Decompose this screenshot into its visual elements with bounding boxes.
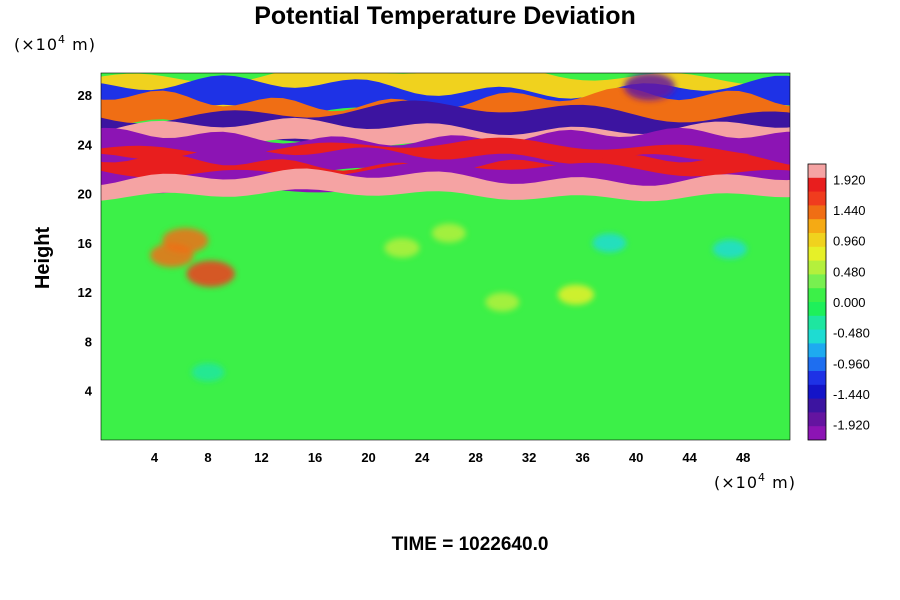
colorbar-swatch — [808, 246, 826, 262]
x-tick-label: 12 — [254, 450, 268, 465]
colorbar-swatch — [808, 357, 826, 372]
x-tick-label: 20 — [361, 450, 375, 465]
colorbar-tick-label: 1.440 — [833, 203, 866, 218]
colorbar-swatch — [808, 233, 826, 248]
x-tick-label: 32 — [522, 450, 536, 465]
colorbar-tick-labels: 1.920 1.440 0.960 0.480 0.000 -0.480 -0.960 -1.… — [833, 172, 870, 432]
y-tick-label: 24 — [78, 137, 93, 152]
colorbar-swatch — [808, 177, 826, 193]
colorbar: 1.920 1.440 0.960 0.480 0.000 -0.480 -0.960 -1.… — [807, 163, 870, 441]
y-axis-unit: (×104 m) — [14, 33, 96, 54]
colorbar-swatch — [808, 371, 826, 386]
blob — [592, 233, 627, 253]
blob — [150, 243, 194, 268]
colorbar-swatch — [808, 398, 826, 413]
colorbar-tick-label: 0.960 — [833, 234, 866, 249]
x-tick-label: 24 — [415, 450, 430, 465]
x-tick-label: 40 — [629, 450, 643, 465]
y-tick-label: 20 — [78, 187, 92, 202]
x-tick-label: 4 — [151, 450, 159, 465]
colorbar-tick-label: -0.480 — [833, 326, 870, 341]
blob — [712, 239, 747, 259]
disturbance-blobs — [150, 73, 747, 382]
x-tick-label: 16 — [308, 450, 322, 465]
colorbar-swatch — [808, 205, 826, 220]
x-tick-label: 48 — [736, 450, 750, 465]
colorbar-swatch — [808, 260, 826, 275]
x-tick-label: 8 — [204, 450, 211, 465]
blob — [191, 363, 225, 382]
blob — [557, 284, 595, 305]
blob — [384, 238, 420, 258]
colorbar-swatch — [808, 274, 826, 289]
colorbar-tick-label: -0.960 — [833, 356, 870, 371]
x-tick-label: 28 — [468, 450, 482, 465]
x-tick-labels: 4 8 12 16 20 24 28 32 36 40 44 48 — [151, 450, 751, 465]
x-axis-unit: (×104 m) — [714, 471, 796, 492]
blob — [485, 292, 520, 312]
band — [101, 168, 790, 202]
colorbar-swatch — [808, 302, 826, 317]
x-tick-label: 36 — [575, 450, 589, 465]
x-tick-label: 44 — [682, 450, 697, 465]
colorbar-tick-label: -1.440 — [833, 387, 870, 402]
colorbar-frame — [807, 163, 827, 441]
colorbar-tick-label: 1.920 — [833, 172, 866, 187]
colorbar-swatch — [808, 191, 826, 206]
blob — [186, 260, 235, 287]
colorbar-tick-label: 0.480 — [833, 264, 866, 279]
colorbar-swatch — [808, 288, 826, 303]
colorbar-swatch — [808, 426, 826, 440]
heatmap-plot — [101, 73, 790, 440]
stratified-bands — [101, 73, 790, 202]
y-tick-label: 12 — [78, 285, 92, 300]
colorbar-swatch — [808, 329, 826, 344]
y-tick-label: 28 — [78, 88, 92, 103]
colorbar-swatch — [808, 219, 826, 234]
y-axis-label: Height — [32, 227, 54, 290]
colorbar-swatch — [808, 384, 826, 400]
y-tick-label: 8 — [85, 334, 92, 349]
colorbar-swatch — [808, 343, 826, 358]
time-label: TIME = 1022640.0 — [392, 534, 549, 555]
colorbar-swatch — [808, 315, 826, 331]
chart-title: Potential Temperature Deviation — [254, 2, 636, 30]
colorbar-swatch — [808, 412, 826, 427]
plot-frame — [100, 72, 791, 441]
blob — [431, 223, 466, 243]
y-tick-label: 4 — [85, 384, 93, 399]
colorbar-tick-label: 0.000 — [833, 295, 866, 310]
blob — [624, 73, 675, 101]
colorbar-tick-label: -1.920 — [833, 418, 870, 433]
colorbar-swatch — [808, 164, 826, 179]
y-tick-labels: 4 8 12 16 20 24 28 — [78, 88, 93, 399]
y-tick-label: 16 — [78, 236, 92, 251]
